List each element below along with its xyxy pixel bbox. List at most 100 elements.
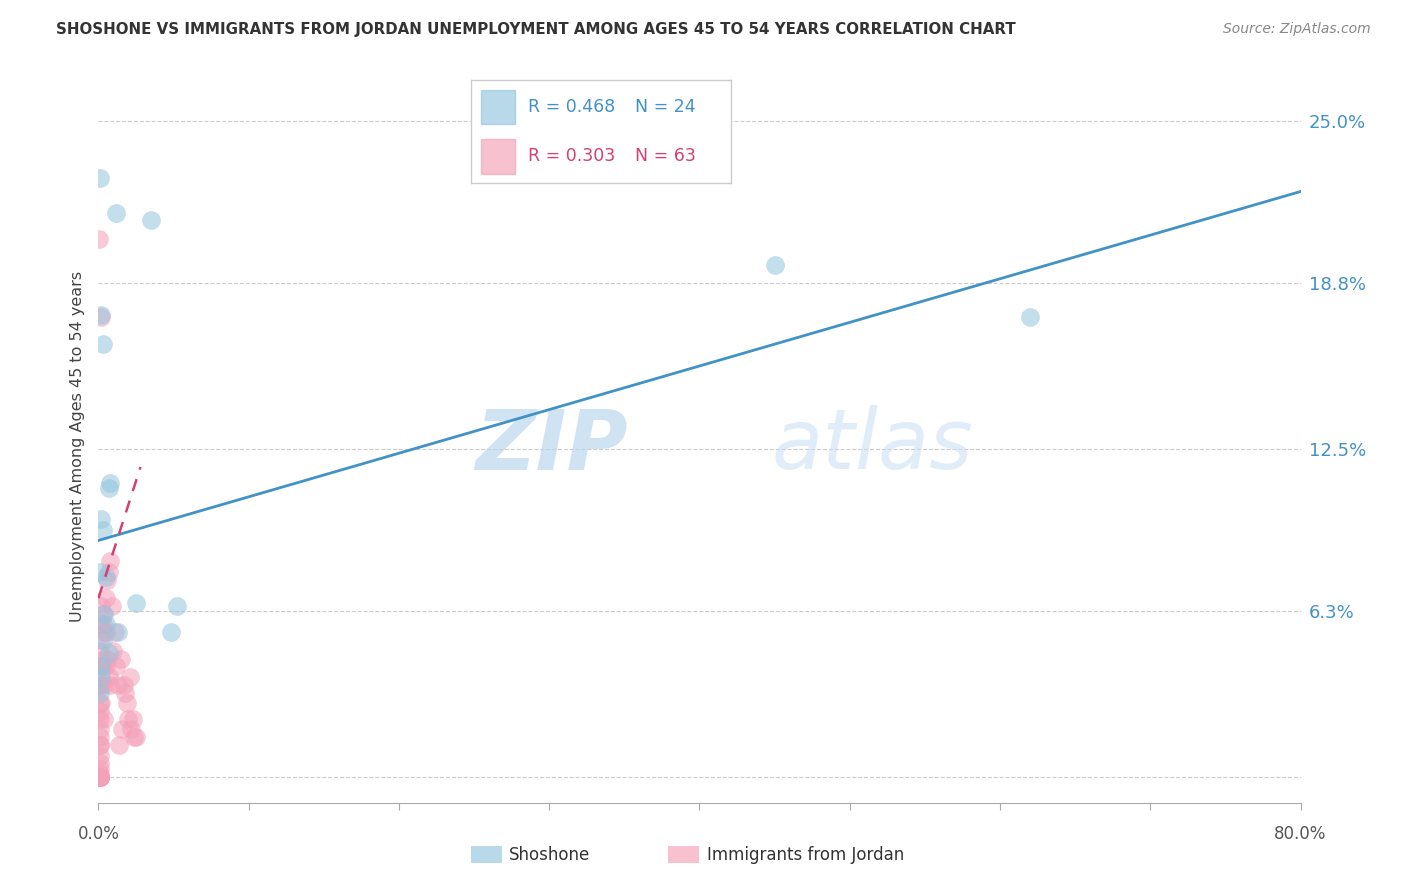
Point bbox=[107, 678, 129, 692]
Point bbox=[104, 625, 127, 640]
Point bbox=[159, 625, 181, 640]
Point bbox=[89, 770, 111, 784]
Point bbox=[89, 770, 111, 784]
Text: SHOSHONE VS IMMIGRANTS FROM JORDAN UNEMPLOYMENT AMONG AGES 45 TO 54 YEARS CORREL: SHOSHONE VS IMMIGRANTS FROM JORDAN UNEMP… bbox=[56, 22, 1017, 37]
Point bbox=[89, 171, 111, 186]
Point bbox=[97, 565, 120, 579]
Point bbox=[110, 651, 132, 665]
Point bbox=[90, 310, 112, 325]
Point bbox=[139, 213, 162, 227]
Point bbox=[91, 651, 114, 665]
Point bbox=[94, 659, 117, 673]
Text: Source: ZipAtlas.com: Source: ZipAtlas.com bbox=[1223, 22, 1371, 37]
Point bbox=[105, 659, 128, 673]
Text: Immigrants from Jordan: Immigrants from Jordan bbox=[707, 846, 904, 863]
Point bbox=[89, 643, 111, 657]
Point bbox=[89, 770, 111, 784]
Bar bbox=[481, 89, 515, 124]
Point bbox=[90, 512, 112, 526]
Point bbox=[89, 770, 111, 784]
Point bbox=[89, 767, 111, 781]
Point bbox=[89, 730, 111, 744]
Point bbox=[89, 565, 111, 579]
Point bbox=[90, 308, 112, 322]
Point bbox=[89, 704, 111, 718]
Point bbox=[100, 554, 122, 568]
Point bbox=[100, 678, 122, 692]
Point bbox=[93, 712, 115, 726]
Point bbox=[94, 570, 117, 584]
Point bbox=[763, 258, 786, 272]
Point bbox=[107, 625, 129, 640]
Point bbox=[89, 756, 111, 771]
Point bbox=[103, 643, 125, 657]
Point bbox=[96, 573, 118, 587]
Text: N = 24: N = 24 bbox=[636, 98, 696, 116]
Point bbox=[125, 730, 148, 744]
Point bbox=[90, 670, 112, 684]
Point bbox=[93, 607, 115, 621]
Point bbox=[91, 336, 114, 351]
Point bbox=[1019, 310, 1042, 325]
Point bbox=[89, 748, 111, 763]
Point bbox=[90, 599, 112, 613]
Point bbox=[97, 646, 120, 660]
Point bbox=[93, 659, 115, 673]
Point bbox=[90, 617, 112, 632]
Point bbox=[91, 633, 114, 648]
Text: Shoshone: Shoshone bbox=[509, 846, 591, 863]
Point bbox=[90, 696, 112, 710]
Point bbox=[89, 696, 111, 710]
Point bbox=[91, 607, 114, 621]
Text: R = 0.468: R = 0.468 bbox=[529, 98, 616, 116]
Y-axis label: Unemployment Among Ages 45 to 54 years: Unemployment Among Ages 45 to 54 years bbox=[69, 270, 84, 622]
Point bbox=[94, 625, 117, 640]
Text: 0.0%: 0.0% bbox=[77, 825, 120, 843]
Point bbox=[166, 599, 188, 613]
Point bbox=[89, 685, 111, 699]
Point bbox=[89, 738, 111, 752]
Point bbox=[115, 696, 138, 710]
Bar bbox=[481, 139, 515, 174]
Point bbox=[93, 625, 115, 640]
Point bbox=[89, 712, 111, 726]
Point bbox=[108, 738, 131, 752]
Point bbox=[90, 659, 112, 673]
Point bbox=[112, 678, 135, 692]
Text: 80.0%: 80.0% bbox=[1274, 825, 1327, 843]
Point bbox=[94, 591, 117, 606]
Point bbox=[89, 738, 111, 752]
Point bbox=[89, 770, 111, 784]
Point bbox=[90, 659, 112, 673]
Point bbox=[89, 678, 111, 692]
Text: atlas: atlas bbox=[772, 406, 973, 486]
Text: R = 0.303: R = 0.303 bbox=[529, 147, 616, 165]
Point bbox=[121, 723, 143, 737]
Point bbox=[96, 651, 118, 665]
Point bbox=[93, 678, 115, 692]
Point bbox=[89, 723, 111, 737]
Point bbox=[125, 596, 148, 610]
Point bbox=[89, 633, 111, 648]
Point bbox=[101, 599, 124, 613]
Point bbox=[89, 678, 111, 692]
Text: N = 63: N = 63 bbox=[636, 147, 696, 165]
Point bbox=[114, 685, 136, 699]
Point bbox=[89, 659, 111, 673]
Point bbox=[97, 481, 120, 495]
Point bbox=[89, 770, 111, 784]
Point bbox=[117, 712, 139, 726]
Point bbox=[105, 205, 128, 219]
Point bbox=[100, 475, 122, 490]
Point bbox=[94, 617, 117, 632]
Point bbox=[97, 670, 120, 684]
Point bbox=[122, 712, 145, 726]
Point bbox=[118, 670, 141, 684]
Point bbox=[91, 523, 114, 537]
Point bbox=[124, 730, 146, 744]
Point bbox=[90, 678, 112, 692]
Point bbox=[89, 770, 111, 784]
Point bbox=[111, 723, 134, 737]
Point bbox=[89, 762, 111, 776]
Text: ZIP: ZIP bbox=[475, 406, 627, 486]
